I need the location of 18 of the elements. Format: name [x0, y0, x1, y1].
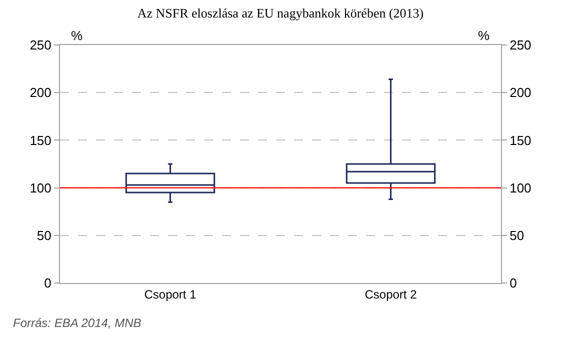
chart-title: Az NSFR eloszlása az EU nagybankok körében (2013): [137, 6, 424, 21]
y2-tick-label: 150: [510, 132, 532, 148]
y-tick-label: 200: [30, 85, 52, 100]
y2-tick-label: 0: [510, 276, 517, 291]
y-axis-title: %: [71, 28, 83, 43]
y2-tick-label: 100: [510, 180, 532, 196]
y-tick-label: 250: [30, 38, 52, 53]
y2-tick-label: 50: [510, 228, 524, 243]
y-tick-label: 150: [30, 132, 52, 148]
y-tick-label: 100: [30, 180, 52, 196]
y2-tick-label: 200: [510, 85, 532, 100]
y2-tick-label: 250: [510, 38, 532, 53]
text: Forrás: EBA 2014, MNB: [13, 316, 142, 330]
x-tick-label: Csoport 1: [144, 287, 197, 302]
y2-axis-title: %: [478, 28, 490, 43]
x-tick-label: Csoport 2: [364, 287, 418, 302]
y-tick-label: 0: [44, 276, 52, 291]
y-tick-label: 50: [36, 228, 52, 243]
